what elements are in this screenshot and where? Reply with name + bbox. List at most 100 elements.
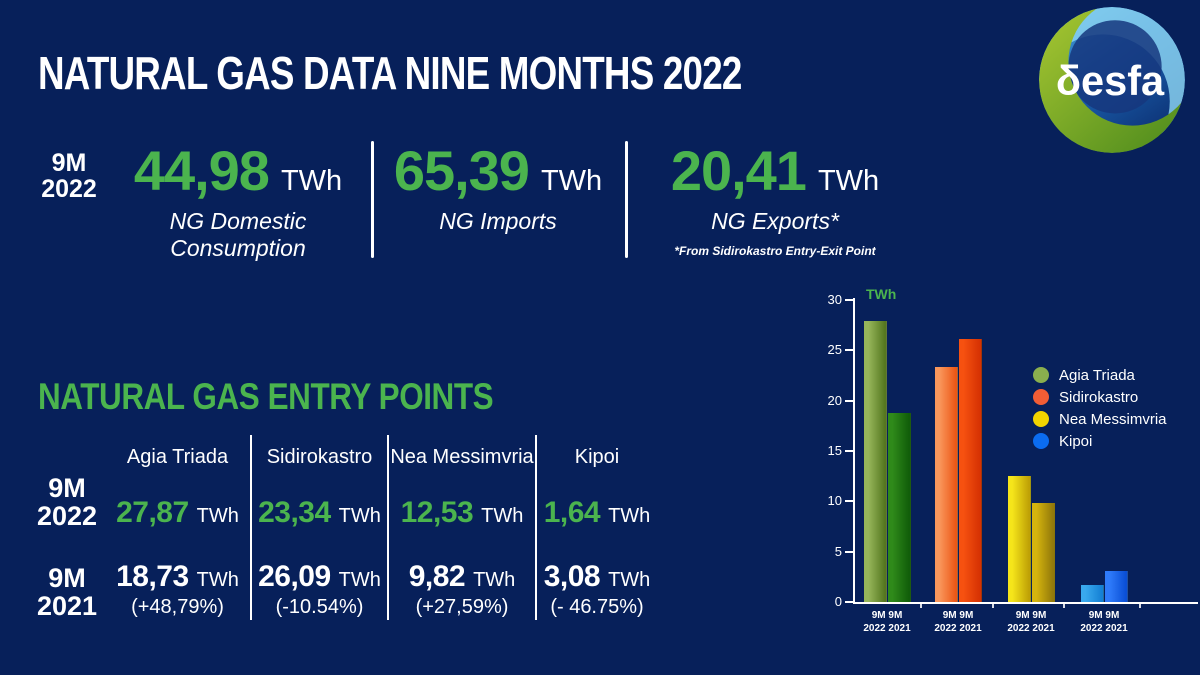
bar-sidirokastro-9m-2022 — [935, 367, 958, 602]
stat-exports-value: 20,41 — [670, 139, 807, 202]
table-divider-2 — [387, 435, 389, 620]
legend-item-kipoi: Kipoi — [1033, 430, 1167, 452]
stat-exports-footnote: *From Sidirokastro Entry-Exit Point — [674, 244, 876, 258]
cell-2021-sidirokastro-change: (-10.54%) — [275, 596, 364, 618]
legend-dot-agia-triada — [1033, 367, 1049, 383]
desfa-logo-graphic: δesfa — [1039, 7, 1185, 153]
cell-2021-kipoi-value: 3,08 — [543, 560, 601, 593]
cell-2022-kipoi-unit: TWh — [608, 505, 651, 527]
cell-2021-nea-change: (+27,59%) — [415, 596, 509, 618]
x-axis-tick — [1063, 602, 1065, 608]
summary-period-line2: 2022 — [41, 175, 97, 203]
legend-item-sidirokastro: Sidirokastro — [1033, 386, 1167, 408]
legend-label-kipoi: Kipoi — [1059, 432, 1093, 450]
stat-imports-value: 65,39 — [393, 139, 530, 202]
cell-2022-nea-messimvria: 12,53 TWh — [389, 496, 535, 530]
cell-2021-agia-triada: 18,73 TWh (+48,79%) — [105, 560, 250, 619]
cell-2021-kipoi-change: (- 46.75%) — [550, 596, 644, 618]
cell-2022-agia-value: 27,87 — [116, 496, 189, 529]
legend-dot-kipoi — [1033, 433, 1049, 449]
y-axis-tick-label: 0 — [834, 594, 842, 609]
y-axis-tick-label: 30 — [827, 292, 842, 307]
bar-kipoi-9m-2021 — [1105, 571, 1128, 602]
cell-2022-sidirokastro-unit: TWh — [338, 505, 381, 527]
cell-2021-kipoi-unit: TWh — [608, 569, 651, 591]
cell-2022-nea-unit: TWh — [481, 505, 524, 527]
cell-2021-agia-change: (+48,79%) — [131, 596, 224, 618]
y-axis-tick-label: 25 — [827, 342, 842, 358]
stat-domestic-value: 44,98 — [133, 139, 270, 202]
y-axis-tick-label: 20 — [827, 392, 842, 408]
y-axis-tick — [845, 601, 853, 603]
column-header-kipoi: Kipoi — [574, 446, 620, 468]
chart-legend: Agia Triada Sidirokastro Nea Messimvria … — [1033, 364, 1167, 452]
y-axis-tick — [845, 399, 853, 402]
x-axis-tick — [1139, 602, 1141, 608]
legend-label-agia-triada: Agia Triada — [1059, 366, 1135, 384]
bar-nea-messimvria-9m-2021 — [1032, 503, 1055, 602]
row-2021-line2: 2021 — [36, 591, 98, 621]
cell-2021-nea-value: 9,82 — [408, 560, 466, 593]
legend-dot-sidirokastro — [1033, 389, 1049, 405]
stat-exports: 20,41 TWh NG Exports* *From Sidirokastro… — [655, 139, 895, 259]
cell-2021-nea-messimvria: 9,82 TWh (+27,59%) — [389, 560, 535, 619]
y-axis-tick-label: 15 — [827, 443, 842, 458]
table-divider-1 — [250, 435, 252, 620]
cell-2021-kipoi: 3,08 TWh (- 46.75%) — [537, 560, 657, 619]
summary-period-line1: 9M — [51, 149, 87, 177]
cell-2021-nea-unit: TWh — [473, 569, 516, 591]
bar-sidirokastro-9m-2021 — [959, 339, 982, 602]
entry-points-title: NATURAL GAS ENTRY POINTS — [38, 376, 494, 417]
cell-2022-sidirokastro: 23,34 TWh — [252, 496, 387, 530]
row-2022-line2: 2022 — [36, 501, 98, 531]
cell-2021-agia-unit: TWh — [196, 569, 239, 591]
y-axis-line — [853, 298, 855, 604]
entry-points-bar-chart: TWh 0 5 10 15 20 25 30 9M 9M 2022 2021 9M 9M 2022 … — [820, 285, 1200, 675]
table-divider-3 — [535, 435, 537, 620]
x-group-label-kipoi: 9M 9M 2022 2021 — [1080, 610, 1128, 634]
legend-item-nea-messimvria: Nea Messimvria — [1033, 408, 1167, 430]
y-axis-unit-label: TWh — [866, 286, 897, 302]
bar-nea-messimvria-9m-2022 — [1008, 476, 1031, 602]
cell-2021-sidirokastro: 26,09 TWh (-10.54%) — [252, 560, 387, 619]
legend-label-sidirokastro: Sidirokastro — [1059, 388, 1139, 406]
y-axis-tick-label: 5 — [834, 543, 842, 559]
y-axis-tick-label: 10 — [827, 493, 842, 509]
stat-imports-label: NG Imports — [439, 208, 557, 234]
stat-imports-unit: TWh — [540, 165, 603, 197]
stat-exports-label: NG Exports* — [711, 208, 839, 234]
legend-dot-nea-messimvria — [1033, 411, 1049, 427]
x-group-label-agia-triada: 9M 9M 2022 2021 — [863, 610, 911, 634]
x-group-label-nea-messimvria: 9M 9M 2022 2021 — [1007, 610, 1055, 634]
page-title: NATURAL GAS DATA NINE MONTHS 2022 — [38, 47, 742, 99]
legend-label-nea-messimvria: Nea Messimvria — [1059, 410, 1167, 428]
y-axis-tick — [845, 550, 853, 553]
bar-agia-triada-9m-2022 — [864, 321, 887, 602]
summary-period-label: 9M 2022 — [30, 150, 108, 202]
cell-2022-agia-unit: TWh — [196, 505, 239, 527]
cell-2022-sidirokastro-value: 23,34 — [258, 496, 331, 529]
summary-divider-1 — [371, 141, 374, 258]
column-header-agia-triada: Agia Triada — [126, 446, 229, 468]
row-2021-line1: 9M — [48, 563, 86, 593]
summary-divider-2 — [625, 141, 628, 258]
legend-item-agia-triada: Agia Triada — [1033, 364, 1167, 386]
stat-domestic-unit: TWh — [280, 165, 343, 197]
bar-kipoi-9m-2022 — [1081, 585, 1104, 602]
y-axis-tick — [845, 349, 853, 352]
cell-2021-sidirokastro-unit: TWh — [338, 569, 381, 591]
cell-2022-nea-value: 12,53 — [400, 496, 474, 529]
desfa-logo: δesfa — [1036, 4, 1188, 156]
stat-domestic-label: NG Domestic Consumption — [169, 208, 307, 261]
stat-exports-unit: TWh — [817, 165, 880, 197]
bar-agia-triada-9m-2021 — [888, 413, 911, 602]
cell-2022-agia-triada: 27,87 TWh — [105, 496, 250, 530]
x-axis-tick — [920, 602, 922, 608]
row-label-9m-2021: 9M 2021 — [26, 564, 108, 620]
cell-2021-agia-value: 18,73 — [116, 560, 189, 593]
cell-2021-sidirokastro-value: 26,09 — [258, 560, 331, 593]
row-label-9m-2022: 9M 2022 — [26, 474, 108, 530]
y-axis-tick — [845, 299, 853, 301]
cell-2022-kipoi: 1,64 TWh — [537, 496, 657, 530]
